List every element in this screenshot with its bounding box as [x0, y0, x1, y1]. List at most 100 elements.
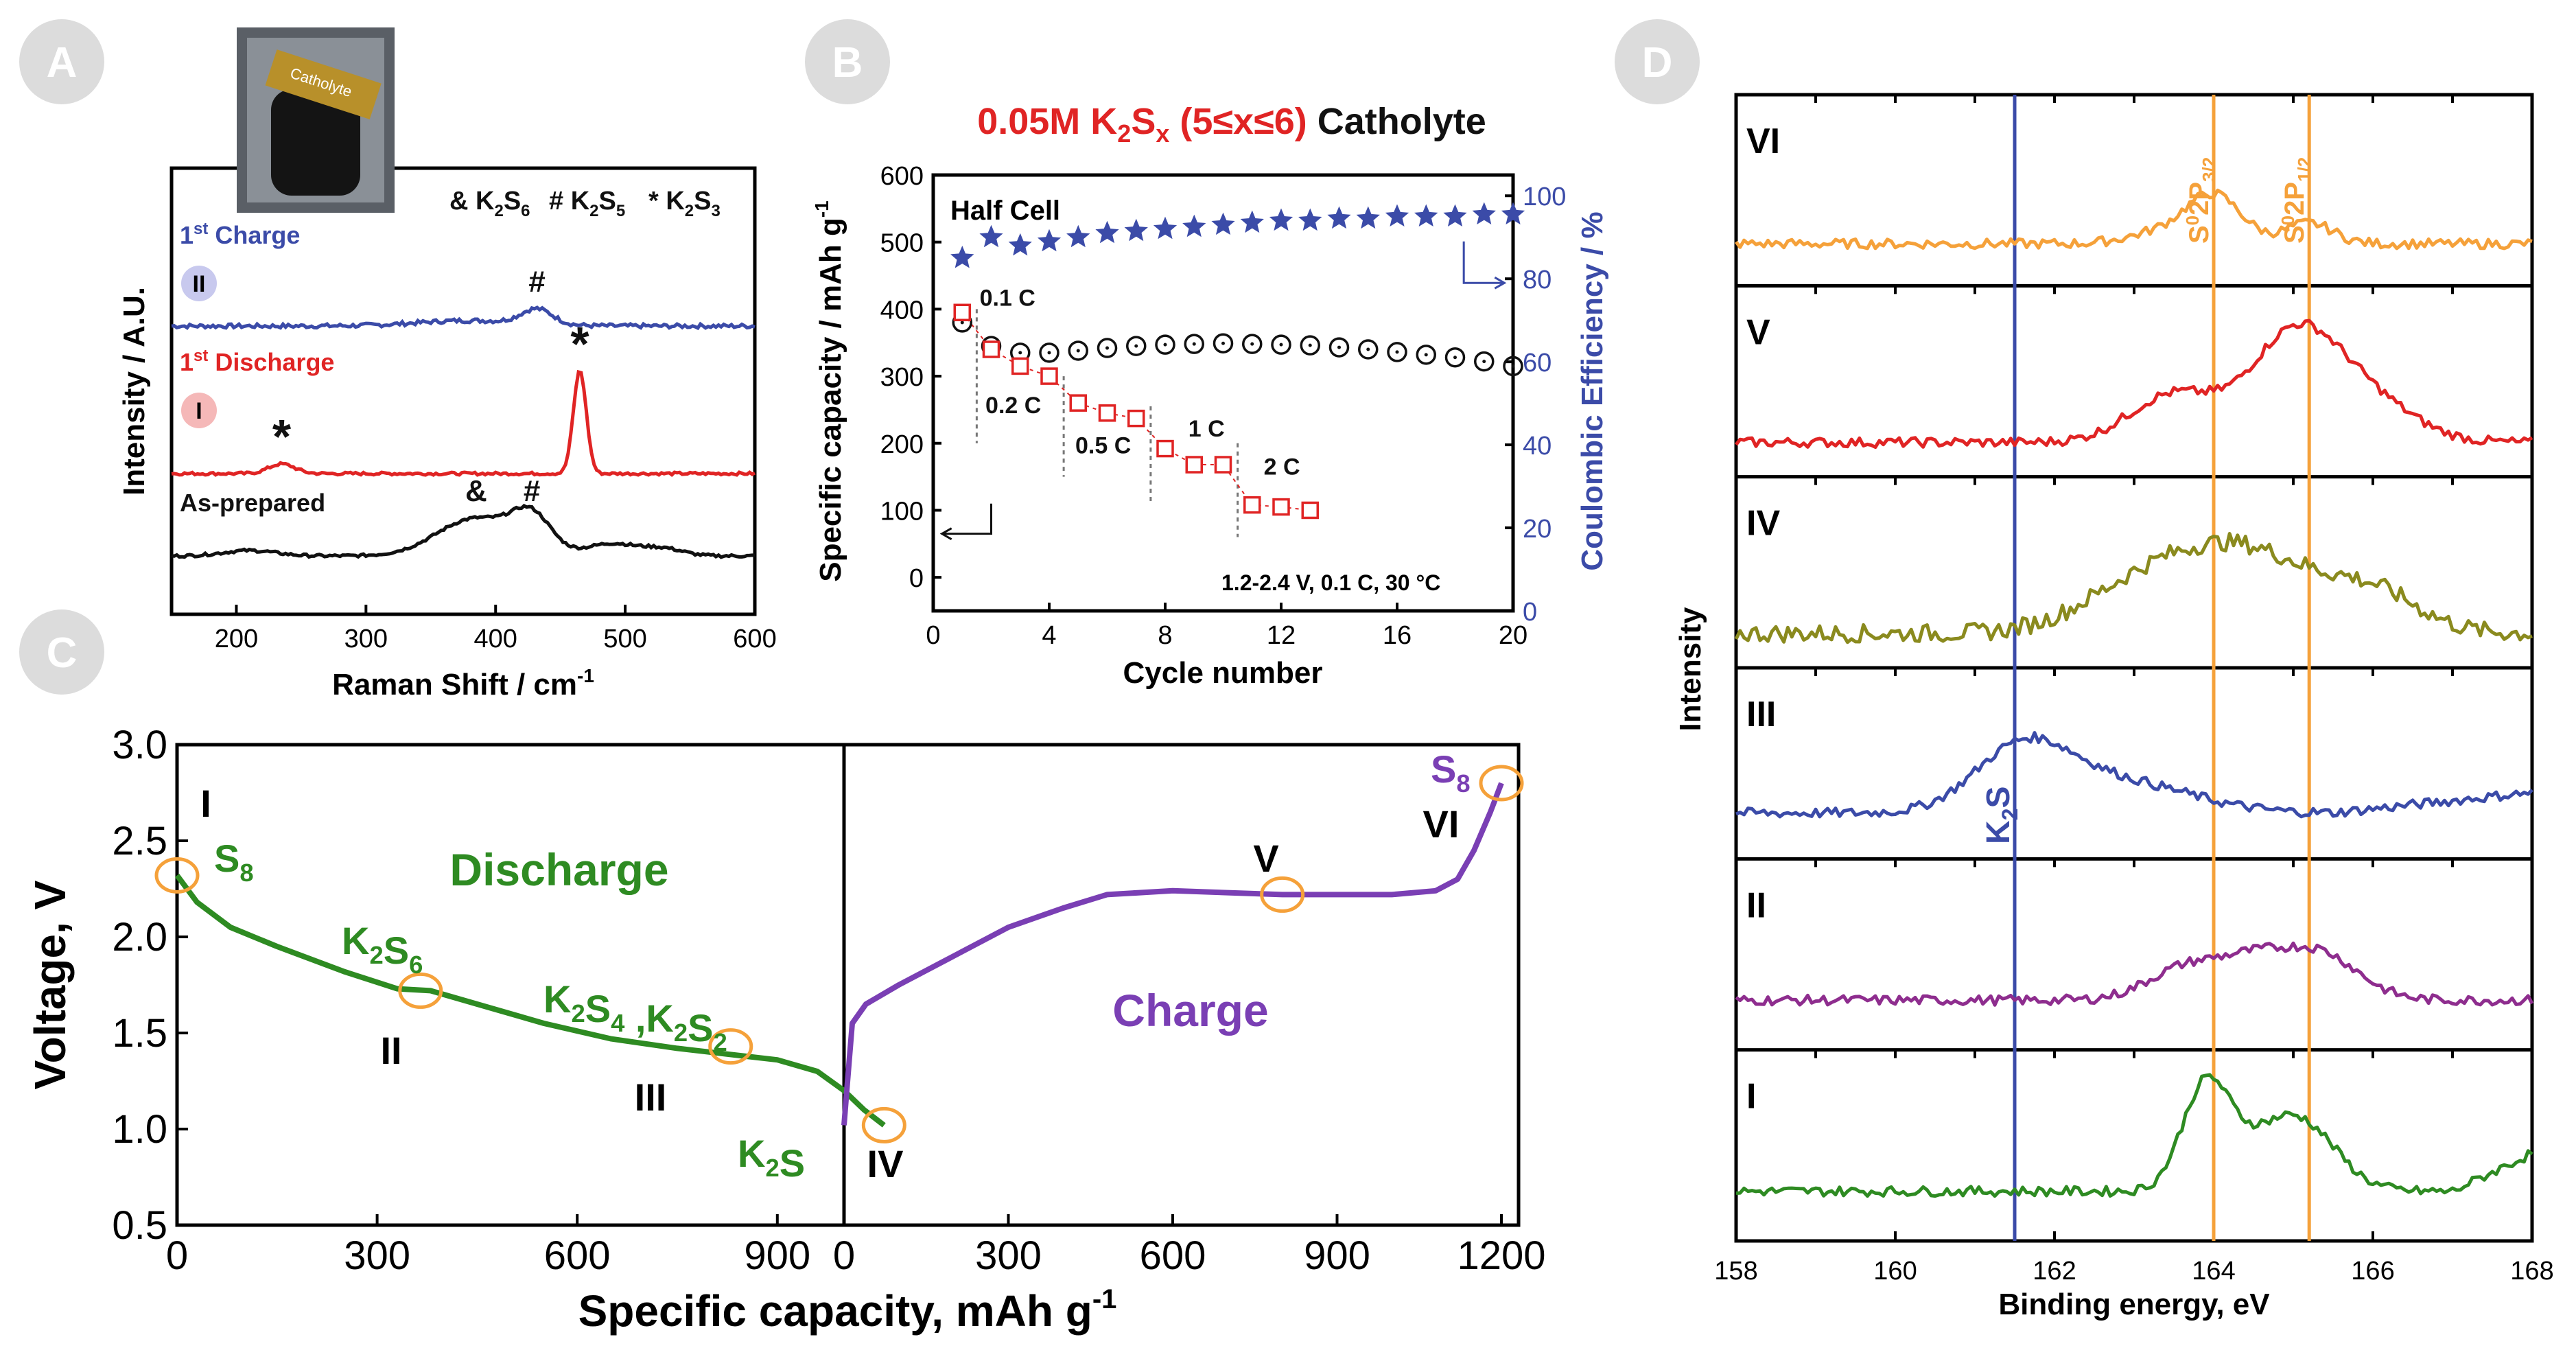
- ce-star-point: [1269, 208, 1293, 231]
- panel-d-ticks: 158 160 162 164 166 168: [1714, 95, 2554, 1286]
- panel-a-frame: [169, 166, 757, 616]
- capacity-circle-point: [1184, 334, 1204, 354]
- capacity-circle-point: [1416, 345, 1436, 365]
- be-xtick-label: 166: [2351, 1257, 2394, 1286]
- rate-square-point: [1301, 501, 1319, 520]
- state-roman-label: V: [1253, 837, 1278, 880]
- rate-square-point: [1214, 456, 1232, 474]
- capacity-circle-point: [1242, 334, 1263, 354]
- rate-square-point: [1040, 367, 1058, 385]
- species-k2s: K2S: [738, 1132, 805, 1185]
- cycle-xtick-label: 8: [1158, 621, 1172, 650]
- ce-ytick-label: 60: [1523, 349, 1552, 377]
- capacity-circle-point: [1126, 336, 1147, 356]
- xps-roman-label: V: [1746, 312, 1770, 352]
- ce-star-point: [950, 246, 974, 268]
- capacity-circle-center: [1366, 347, 1370, 351]
- capacity-circle-center: [1511, 364, 1515, 368]
- voltage-ytick-label: 0.5: [112, 1203, 167, 1248]
- panel-badge-c: C: [19, 609, 104, 695]
- raman-xtick-label: 500: [603, 625, 646, 653]
- panel-c-voltage-profile: 0.5 1.0 1.5 2.0 2.5 3.0 0 300 600 900 0 300 600 900 12…: [25, 723, 1546, 1336]
- ce-star-point: [1298, 208, 1322, 231]
- xps-spectrum: [1735, 731, 2533, 819]
- state-marker-circle: [1479, 765, 1524, 802]
- raman-legend-entry: * K2S3: [648, 187, 721, 220]
- species-k2s6: K2S6: [342, 919, 423, 979]
- ce-star-point: [1356, 206, 1380, 229]
- state-marker-circle: [1260, 876, 1305, 913]
- raman-legend-entry: & K2S6: [449, 187, 530, 220]
- state-roman-label: VI: [1423, 802, 1460, 846]
- capacity-circle-center: [1192, 342, 1196, 346]
- ce-star-point: [1501, 202, 1525, 224]
- capacity-ytick-label: 200: [880, 430, 924, 459]
- xps-roman-label: VI: [1746, 121, 1780, 161]
- charge-xtick-label: 300: [975, 1233, 1042, 1278]
- charge-xtick-label: 600: [1140, 1233, 1206, 1278]
- catholyte-vial-photo: Catholyte: [237, 27, 395, 213]
- xps-roman-label: III: [1746, 695, 1776, 734]
- capacity-circle-point: [1213, 333, 1234, 353]
- panel-badge-b: B: [805, 19, 890, 104]
- xps-roman-label: I: [1746, 1077, 1756, 1117]
- state-marker-circle: [861, 1106, 906, 1143]
- rate-square-point: [1011, 357, 1029, 375]
- panel-a-ylabel: Intensity / A.U.: [117, 287, 151, 496]
- raman-badge-text: II: [193, 271, 206, 297]
- raman-legend-entry: # K2S5: [549, 187, 625, 220]
- rate-square-point: [982, 340, 1000, 358]
- raman-spectrum-1: [171, 369, 756, 477]
- raman-badge-circle: [181, 266, 217, 301]
- capacity-circle-center: [1163, 342, 1167, 347]
- capacity-circle-point: [1271, 334, 1291, 355]
- raman-badge-text: I: [196, 398, 202, 424]
- capacity-circle-point: [1068, 340, 1088, 361]
- capacity-circle-center: [1424, 353, 1428, 357]
- ce-star-point: [1414, 204, 1438, 226]
- raman-peak-marker: *: [570, 317, 589, 371]
- raman-peak-marker: #: [524, 474, 540, 508]
- rate-label: 2 C: [1264, 454, 1300, 480]
- voltage-ytick-label: 1.5: [112, 1011, 167, 1056]
- capacity-circle-point: [1358, 339, 1379, 360]
- cycle-xtick-label: 4: [1042, 621, 1056, 650]
- rate-square-point: [1127, 409, 1145, 428]
- charge-curve: [841, 782, 1504, 1126]
- s0-2p-reference-label: S02P1/2: [2278, 157, 2315, 244]
- state-roman-label: III: [635, 1076, 667, 1119]
- rate-square-point: [1272, 498, 1290, 516]
- xps-spectrum: [1734, 188, 2533, 251]
- species-k2s4-k2s2: K2S4 ,K2S2: [543, 977, 727, 1056]
- be-xtick-label: 162: [2033, 1257, 2076, 1286]
- charge-xtick-label: 1200: [1457, 1233, 1545, 1278]
- panel-a-xticks: 200 300 400 500 600: [215, 605, 777, 653]
- ce-star-point: [1037, 229, 1062, 252]
- panel-c-ticks: 0.5 1.0 1.5 2.0 2.5 3.0 0 300 600 900 0 300 600 900 12…: [112, 723, 1545, 1278]
- rate-label: 0.5 C: [1075, 432, 1131, 458]
- panel-b-title-text: 0.05M K2Sx (5≤x≤6) Catholyte: [977, 101, 1486, 148]
- state-marker-circle: [154, 857, 200, 894]
- capacity-circle-point: [1474, 351, 1495, 372]
- panel-c-xlabel: Specific capacity, mAh g-1: [578, 1284, 1117, 1336]
- raman-series-label: As-prepared: [180, 489, 325, 517]
- state-marker-circle: [708, 1028, 753, 1065]
- panel-b-cycling: 0.05M K2Sx (5≤x≤6) Catholyte 0 4 8 12 16 2001…: [811, 101, 1609, 690]
- raman-peak-marker: #: [528, 265, 545, 299]
- capacity-circle-center: [1221, 341, 1225, 345]
- ce-star-point: [1385, 204, 1409, 226]
- panel-b-ylabel-left: Specific capacity / mAh g-1: [811, 200, 847, 582]
- capacity-ytick-label: 300: [880, 363, 924, 392]
- panel-badge-d: D: [1615, 19, 1700, 104]
- panel-c-frame: [175, 743, 1521, 1227]
- ce-star-point: [1240, 210, 1264, 233]
- ce-ytick-label: 0: [1523, 598, 1537, 627]
- cycle-xtick-label: 16: [1383, 621, 1412, 650]
- raman-peak-marker: *: [272, 410, 292, 463]
- ce-star-point: [1472, 202, 1496, 224]
- voltage-ytick-label: 1.0: [112, 1107, 167, 1152]
- discharge-xtick-label: 900: [744, 1233, 810, 1278]
